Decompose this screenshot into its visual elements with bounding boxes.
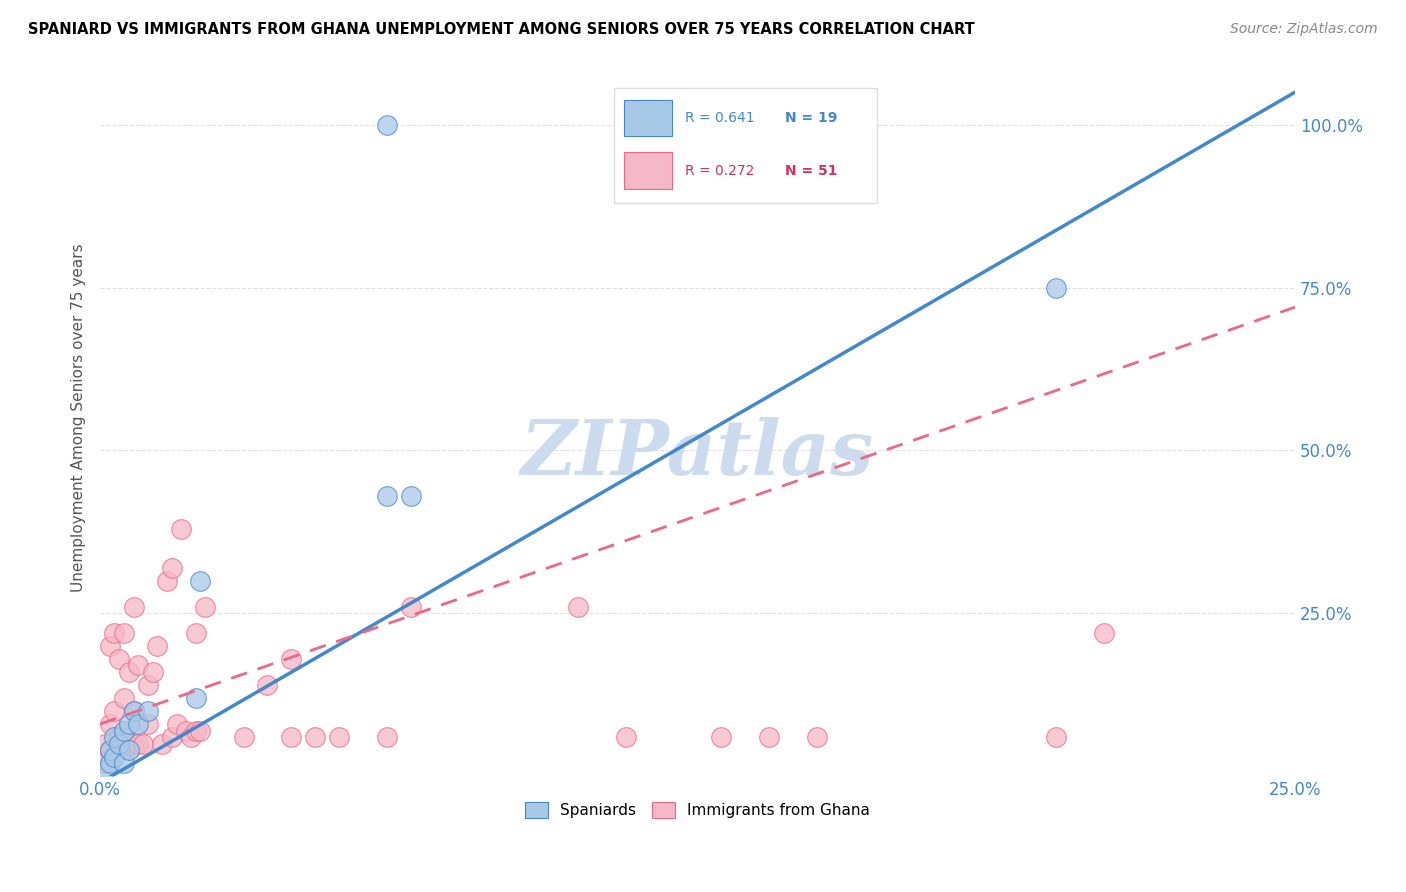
Point [1045, 280, 1067, 294]
Point [94, 763, 117, 777]
Point [375, 730, 398, 744]
Point [156, 574, 179, 588]
Point [103, 704, 125, 718]
Point [127, 658, 149, 673]
Point [194, 599, 217, 614]
Point [98, 717, 121, 731]
Point [170, 522, 193, 536]
Point [108, 652, 131, 666]
Y-axis label: Unemployment Among Seniors over 75 years: Unemployment Among Seniors over 75 years [72, 244, 86, 592]
Point [108, 730, 131, 744]
Point [567, 599, 589, 614]
Point [122, 737, 145, 751]
Point [94, 756, 117, 771]
Point [166, 717, 188, 731]
Point [146, 639, 169, 653]
Point [98, 639, 121, 653]
Point [256, 678, 278, 692]
Point [375, 118, 398, 132]
Point [118, 665, 141, 679]
Point [180, 730, 202, 744]
Point [190, 574, 212, 588]
Point [127, 717, 149, 731]
Point [806, 730, 828, 744]
Point [108, 737, 131, 751]
Point [375, 489, 398, 503]
Point [142, 665, 165, 679]
Point [136, 704, 159, 718]
Point [127, 737, 149, 751]
Point [118, 717, 141, 731]
Point [184, 691, 207, 706]
Point [103, 625, 125, 640]
Text: SPANIARD VS IMMIGRANTS FROM GHANA UNEMPLOYMENT AMONG SENIORS OVER 75 YEARS CORRE: SPANIARD VS IMMIGRANTS FROM GHANA UNEMPL… [28, 22, 974, 37]
Point [614, 730, 637, 744]
Point [98, 756, 121, 771]
Point [122, 704, 145, 718]
Point [710, 730, 733, 744]
Point [232, 730, 254, 744]
Text: ZIPatlas: ZIPatlas [522, 417, 875, 491]
Point [122, 704, 145, 718]
Point [150, 737, 173, 751]
Point [1092, 625, 1115, 640]
Point [136, 717, 159, 731]
Point [399, 599, 422, 614]
Point [184, 625, 207, 640]
Point [112, 730, 135, 744]
Point [174, 723, 197, 738]
Text: Source: ZipAtlas.com: Source: ZipAtlas.com [1230, 22, 1378, 37]
Point [103, 730, 125, 744]
Point [160, 560, 183, 574]
Point [328, 730, 350, 744]
Point [112, 625, 135, 640]
Point [184, 723, 207, 738]
Point [190, 723, 212, 738]
Point [1045, 730, 1067, 744]
Point [304, 730, 326, 744]
Point [112, 756, 135, 771]
Legend: Spaniards, Immigrants from Ghana: Spaniards, Immigrants from Ghana [517, 795, 877, 826]
Point [132, 737, 155, 751]
Point [160, 730, 183, 744]
Point [399, 489, 422, 503]
Point [94, 737, 117, 751]
Point [118, 743, 141, 757]
Point [98, 743, 121, 757]
Point [118, 743, 141, 757]
Point [280, 730, 302, 744]
Point [112, 723, 135, 738]
Point [98, 743, 121, 757]
Point [758, 730, 780, 744]
Point [112, 691, 135, 706]
Point [280, 652, 302, 666]
Point [122, 599, 145, 614]
Point [136, 678, 159, 692]
Point [103, 749, 125, 764]
